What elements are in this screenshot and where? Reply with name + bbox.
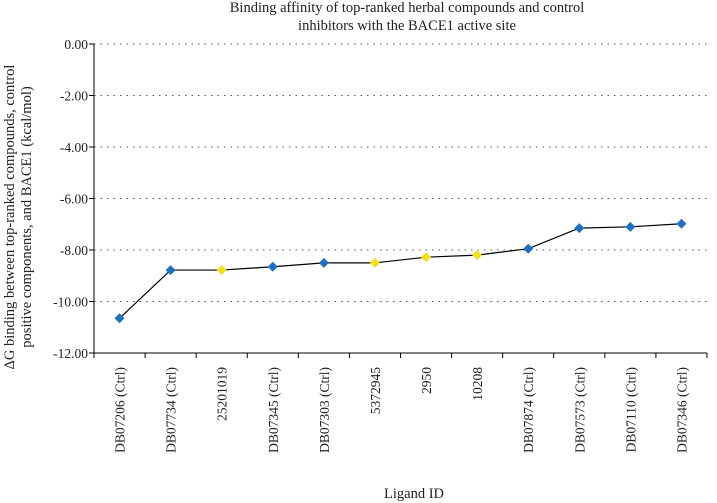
y-tick-label: -4.00 [60, 140, 88, 155]
x-category-label: DB07206 (Ctrl) [113, 367, 128, 453]
data-point [625, 221, 636, 232]
data-point [267, 261, 278, 272]
y-axis-title: ΔG binding between top-ranked compounds,… [2, 65, 35, 370]
x-axis-title: Ligand ID [384, 486, 444, 502]
x-category-label: DB07874 (Ctrl) [521, 367, 536, 453]
x-category-label: 10208 [470, 367, 485, 401]
y-axis: 0.00 -2.00 -4.00 -6.00 -8.00 -10.00 -12.00 [53, 37, 95, 361]
y-tick-label: -6.00 [60, 192, 88, 207]
data-point [472, 250, 483, 261]
data-point [523, 243, 534, 254]
y-tick-label: -2.00 [60, 89, 88, 104]
data-point [114, 313, 125, 324]
x-category-label: 25201019 [215, 367, 230, 421]
y-axis-title-line-1: ΔG binding between top-ranked compounds,… [2, 65, 18, 370]
chart-title-line-1: Binding affinity of top-ranked herbal co… [230, 0, 585, 16]
data-point [676, 218, 687, 229]
x-category-label: DB07345 (Ctrl) [266, 367, 281, 453]
y-tick-label: -10.00 [53, 295, 88, 310]
chart-title-line-2: inhibitors with the BACE1 active site [298, 18, 516, 34]
chart-title: Binding affinity of top-ranked herbal co… [230, 0, 585, 34]
data-point [574, 223, 585, 234]
data-point [165, 265, 176, 276]
x-category-label: DB07573 (Ctrl) [572, 367, 587, 453]
x-category-label: DB07110 (Ctrl) [623, 367, 638, 452]
y-tick-label: -12.00 [53, 346, 88, 361]
x-axis: DB07206 (Ctrl) DB07734 (Ctrl) 25201019 DB07… [93, 352, 708, 453]
data-series [114, 218, 687, 324]
gridlines [94, 43, 707, 302]
x-category-label: DB07734 (Ctrl) [164, 367, 179, 453]
data-point [421, 252, 432, 263]
data-point [318, 257, 329, 268]
y-axis-title-line-2: positive components, and BACE1 (kcal/mol… [19, 86, 35, 348]
data-point [369, 257, 380, 268]
data-point [216, 265, 227, 276]
x-category-label: DB07303 (Ctrl) [317, 367, 332, 453]
y-tick-label: -8.00 [60, 243, 88, 258]
x-category-label: DB07346 (Ctrl) [674, 367, 689, 453]
series-line [119, 223, 682, 319]
y-tick-label: 0.00 [64, 37, 88, 52]
x-category-label: 5372945 [368, 367, 383, 415]
x-category-label: 2950 [419, 367, 434, 394]
